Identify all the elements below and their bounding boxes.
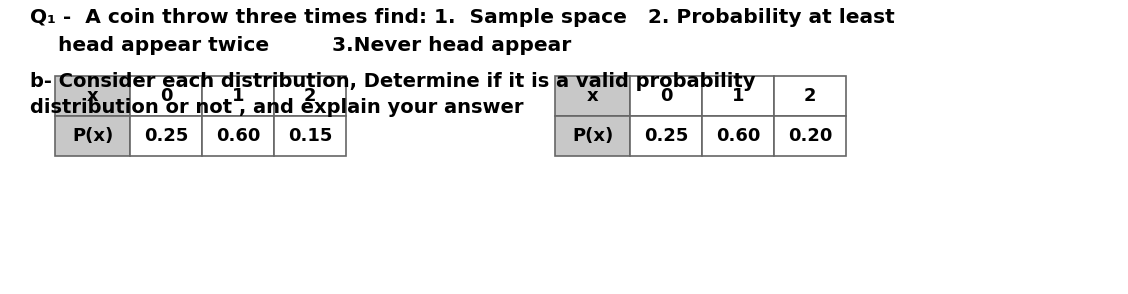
- Text: Q₁ -  A coin throw three times find: 1.  Sample space   2. Probability at least: Q₁ - A coin throw three times find: 1. S…: [30, 8, 895, 27]
- Text: b- Consider each distribution, Determine if it is a valid probability: b- Consider each distribution, Determine…: [30, 72, 756, 91]
- Bar: [202, 116, 274, 156]
- Text: 0: 0: [660, 87, 672, 105]
- Text: P(x): P(x): [572, 127, 614, 145]
- Text: x: x: [87, 87, 98, 105]
- Bar: [774, 116, 846, 156]
- Bar: [130, 116, 202, 156]
- Text: P(x): P(x): [72, 127, 113, 145]
- Text: 0.15: 0.15: [288, 127, 332, 145]
- Bar: [130, 76, 202, 116]
- Bar: [555, 76, 631, 116]
- Bar: [202, 76, 274, 116]
- Bar: [555, 116, 631, 156]
- Text: 1: 1: [732, 87, 744, 105]
- Text: 0.60: 0.60: [716, 127, 760, 145]
- Text: 0.20: 0.20: [787, 127, 832, 145]
- Text: 1: 1: [231, 87, 245, 105]
- Text: x: x: [587, 87, 598, 105]
- Text: 0.25: 0.25: [143, 127, 188, 145]
- Text: 0: 0: [160, 87, 173, 105]
- Text: distribution or not , and explain your answer: distribution or not , and explain your a…: [30, 98, 523, 117]
- Text: 0.25: 0.25: [644, 127, 688, 145]
- Bar: [702, 116, 774, 156]
- Text: 2: 2: [804, 87, 817, 105]
- Bar: [774, 76, 846, 116]
- Bar: [631, 116, 702, 156]
- Text: 0.60: 0.60: [215, 127, 261, 145]
- Bar: [631, 76, 702, 116]
- Text: 2: 2: [303, 87, 316, 105]
- Bar: [55, 116, 130, 156]
- Bar: [274, 116, 346, 156]
- Text: head appear twice         3.Never head appear: head appear twice 3.Never head appear: [30, 36, 571, 55]
- Bar: [702, 76, 774, 116]
- Bar: [55, 76, 130, 116]
- Bar: [274, 76, 346, 116]
